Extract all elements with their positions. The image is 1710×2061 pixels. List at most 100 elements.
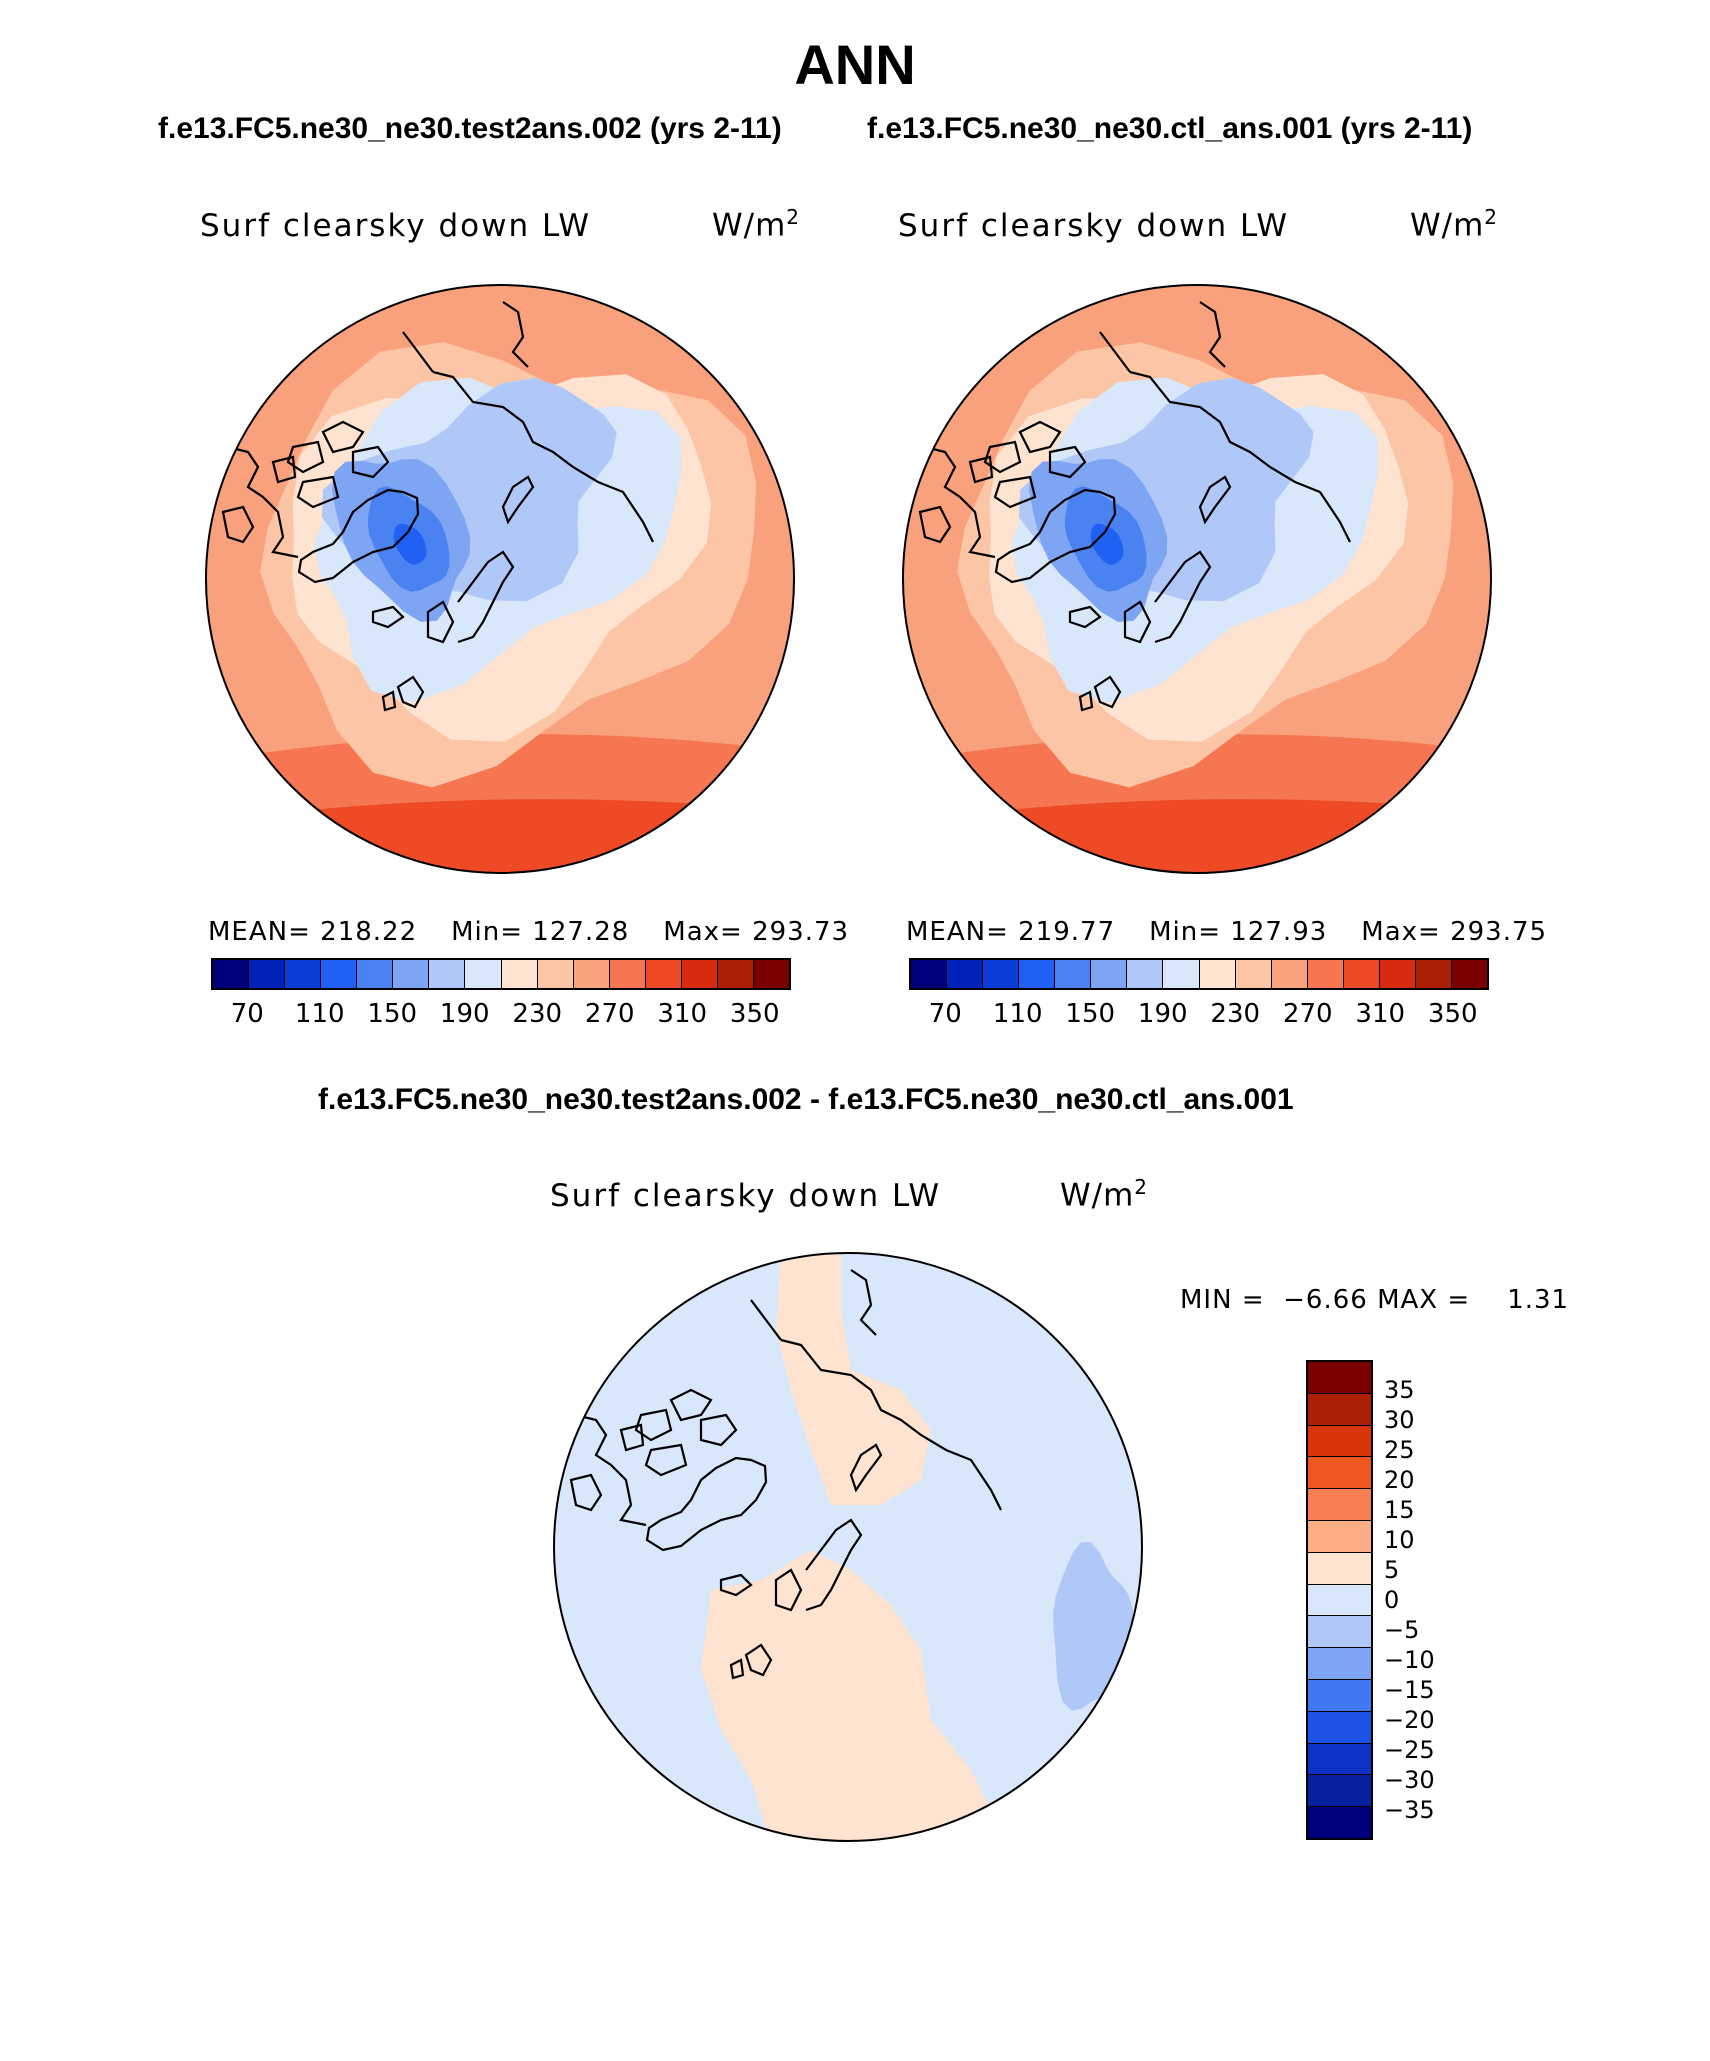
colorbar-swatch: [249, 960, 286, 988]
colorbar-swatch: [1415, 960, 1452, 988]
colorbar-swatch: [537, 960, 574, 988]
colorbar-swatch: [1308, 1457, 1371, 1490]
ctl-case-title: f.e13.FC5.ne30_ne30.ctl_ans.001 (yrs 2-1…: [867, 112, 1473, 145]
colorbar-swatch: [1019, 960, 1056, 988]
colorbar-swatch: [1343, 960, 1380, 988]
panel2-stats: MEAN= 219.77 Min= 127.93 Max= 293.75: [906, 917, 1547, 947]
colorbar-swatch: [1308, 1552, 1371, 1585]
map-contours: [903, 285, 1491, 873]
colorbar-swatch: [609, 960, 646, 988]
contour-fill: [903, 285, 990, 372]
contour-fill: [393, 523, 427, 565]
coastline: [918, 505, 952, 544]
coastline: [321, 420, 365, 454]
colorbar-tick-label: 70: [928, 999, 962, 1029]
coastline: [744, 1643, 773, 1677]
coastline: [1093, 675, 1122, 709]
colorbar-swatch: [357, 960, 394, 988]
colorbar-tick-label: −10: [1384, 1646, 1435, 1674]
colorbar-swatch: [1308, 1362, 1371, 1394]
colorbar-tick-label: 230: [1210, 999, 1261, 1029]
difference-polar-map: [553, 1252, 1143, 1842]
colorbar-swatch: [1307, 960, 1344, 988]
colorbar-swatch: [1199, 960, 1236, 988]
panel1-colorbar: [211, 958, 791, 990]
colorbar-swatch: [1308, 1489, 1371, 1521]
colorbar-tick-label: −30: [1384, 1766, 1435, 1794]
panel1-units: W/m2: [712, 205, 801, 244]
colorbar-tick-label: 25: [1384, 1436, 1415, 1464]
colorbar-swatch: [1271, 960, 1308, 988]
colorbar-swatch: [645, 960, 682, 988]
colorbar-swatch: [681, 960, 718, 988]
coastline: [502, 301, 529, 368]
colorbar-swatch: [1308, 1648, 1371, 1680]
colorbar-tick-label: −5: [1384, 1616, 1420, 1644]
figure-title: ANN: [794, 33, 916, 96]
colorbar-tick-label: 190: [439, 999, 490, 1029]
colorbar-tick-label: 10: [1384, 1526, 1415, 1554]
colorbar-swatch: [1308, 1743, 1371, 1776]
colorbar-tick-label: 110: [992, 999, 1043, 1029]
coastline: [904, 445, 996, 559]
coastline: [634, 1408, 673, 1442]
contour-fill: [701, 1550, 991, 1841]
map-boundary: [205, 284, 795, 874]
coastline: [619, 1423, 645, 1452]
coastline: [1123, 600, 1152, 644]
coastline: [271, 455, 297, 484]
diff-units: W/m2: [1060, 1175, 1149, 1214]
colorbar-swatch: [1308, 1679, 1371, 1712]
panel1-min: Min= 127.28: [451, 917, 630, 947]
colorbar-tick-label: 35: [1384, 1376, 1415, 1404]
colorbar-tick-label: −20: [1384, 1706, 1435, 1734]
panel2-colorbar: [909, 958, 1489, 990]
colorbar-tick-label: 310: [657, 999, 708, 1029]
diff-colorbar-ticks: 35 30 25 20 15 10 5 0 −5 −10 −15 −20 −25 −30 −35: [1384, 1360, 1464, 1840]
colorbar-swatch: [465, 960, 502, 988]
coastline: [729, 1658, 745, 1680]
colorbar-swatch: [1308, 1584, 1371, 1617]
colorbar-tick-label: 150: [367, 999, 418, 1029]
colorbar-tick-label: 0: [1384, 1586, 1400, 1614]
coastline: [207, 445, 299, 559]
colorbar-swatch: [1308, 1393, 1371, 1426]
colorbar-swatch: [1055, 960, 1092, 988]
coastline: [983, 440, 1022, 474]
coastline: [850, 1269, 877, 1336]
colorbar-tick-label: 350: [729, 999, 780, 1029]
panel1-polar-map: [205, 284, 795, 874]
coastline: [719, 1573, 753, 1597]
coastline: [297, 488, 420, 584]
colorbar-tick-label: 5: [1384, 1556, 1400, 1584]
diff-min-max: MIN = −6.66 MAX = 1.31: [1180, 1285, 1570, 1315]
coastline: [1198, 475, 1232, 525]
colorbar-swatch: [1308, 1775, 1371, 1808]
colorbar-swatch: [1451, 960, 1487, 988]
colorbar-tick-label: 270: [584, 999, 635, 1029]
colorbar-tick-label: 110: [294, 999, 345, 1029]
coastline: [669, 1388, 713, 1422]
colorbar-swatch: [321, 960, 358, 988]
coastline: [1129, 370, 1351, 543]
coastline: [1048, 445, 1087, 479]
contour-fill: [1090, 523, 1124, 565]
coastline: [286, 440, 325, 474]
coastline: [644, 1443, 688, 1477]
contour-fill: [206, 799, 794, 873]
contour-fill: [1053, 1542, 1134, 1711]
colorbar-swatch: [429, 960, 466, 988]
colorbar-swatch: [501, 960, 538, 988]
panel2-mean: MEAN= 219.77: [906, 917, 1116, 947]
colorbar-tick-label: 20: [1384, 1466, 1415, 1494]
coastline: [1018, 420, 1062, 454]
colorbar-swatch: [1308, 1616, 1371, 1649]
colorbar-swatch: [753, 960, 789, 988]
coastline: [993, 475, 1037, 509]
panel2-min: Min= 127.93: [1149, 917, 1328, 947]
colorbar-tick-label: 15: [1384, 1496, 1415, 1524]
coastline: [780, 1338, 1002, 1511]
colorbar-swatch: [573, 960, 610, 988]
colorbar-tick-label: −35: [1384, 1796, 1435, 1824]
panel1-colorbar-ticks: 70 110 150 190 230 270 310 350: [211, 999, 791, 1029]
